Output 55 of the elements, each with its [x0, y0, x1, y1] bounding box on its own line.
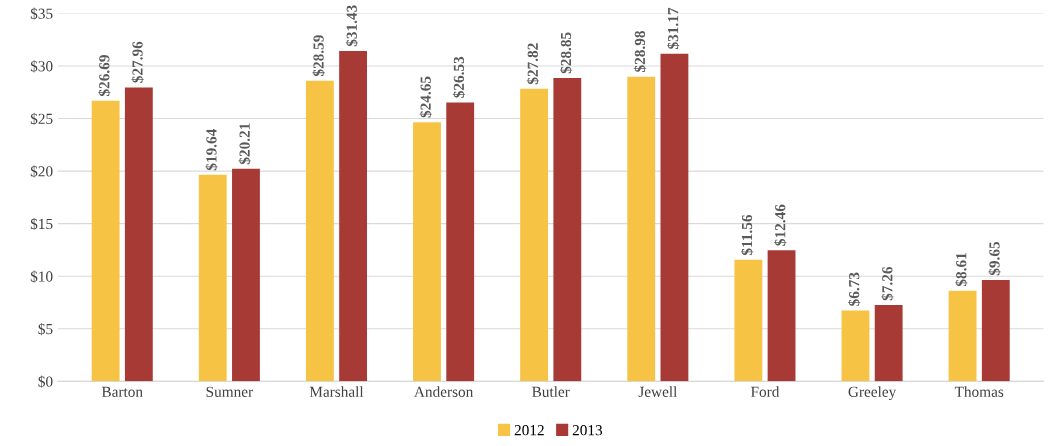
y-tick-label: $25 — [30, 112, 53, 125]
y-tick-label: $15 — [30, 217, 53, 231]
data-label: $12.46 — [774, 204, 787, 246]
bar — [305, 80, 334, 382]
bar — [734, 259, 763, 382]
data-label: $7.26 — [881, 266, 894, 301]
x-tick-label: Butler — [532, 386, 570, 397]
legend-label: 2012 — [514, 425, 544, 436]
data-label: $28.85 — [559, 32, 573, 74]
data-label: $11.56 — [740, 214, 754, 256]
data-label: $28.59 — [312, 35, 325, 77]
data-label: $6.73 — [848, 272, 861, 306]
bar — [553, 78, 582, 382]
data-label: $9.65 — [988, 241, 1001, 276]
bar — [232, 168, 260, 382]
bar — [446, 102, 475, 382]
data-label: $19.64 — [205, 128, 218, 171]
bar — [91, 100, 120, 382]
bar — [627, 76, 656, 382]
bar — [660, 53, 689, 382]
bar — [948, 290, 977, 382]
data-label: $27.96 — [131, 41, 144, 83]
y-tick-label: $20 — [30, 165, 53, 178]
data-label: $27.82 — [526, 43, 539, 85]
y-tick-label: $5 — [38, 323, 53, 336]
bar — [413, 122, 441, 382]
legend-label: 2013 — [572, 425, 603, 436]
bar — [767, 250, 796, 382]
data-label: $8.61 — [955, 253, 968, 287]
data-label: $26.53 — [452, 56, 466, 98]
y-tick-label: $0 — [38, 375, 53, 388]
data-label: $31.17 — [667, 7, 680, 49]
data-label: $20.21 — [238, 123, 251, 165]
x-tick-label: Thomas — [954, 386, 1004, 397]
x-tick-label: Barton — [101, 386, 143, 397]
bar — [339, 50, 368, 382]
x-tick-label: Jewell — [638, 386, 678, 397]
bar — [520, 88, 549, 382]
data-label: $24.65 — [419, 76, 432, 118]
y-tick-label: $35 — [30, 7, 53, 20]
x-tick-label: Anderson — [414, 386, 474, 397]
y-tick-label: $30 — [30, 60, 53, 73]
y-tick-label: $10 — [30, 270, 53, 283]
x-tick-label: Sumner — [206, 386, 253, 397]
x-tick-label: Ford — [750, 386, 780, 397]
bar — [198, 174, 227, 382]
x-tick-label: Greeley — [848, 386, 897, 401]
bar — [124, 87, 153, 382]
bar — [841, 310, 870, 382]
data-label: $31.43 — [345, 5, 358, 47]
x-tick-label: Marshall — [309, 386, 364, 397]
bar — [981, 279, 1010, 382]
bar — [874, 305, 903, 382]
data-label: $28.98 — [633, 30, 647, 72]
data-label: $26.69 — [98, 55, 111, 97]
